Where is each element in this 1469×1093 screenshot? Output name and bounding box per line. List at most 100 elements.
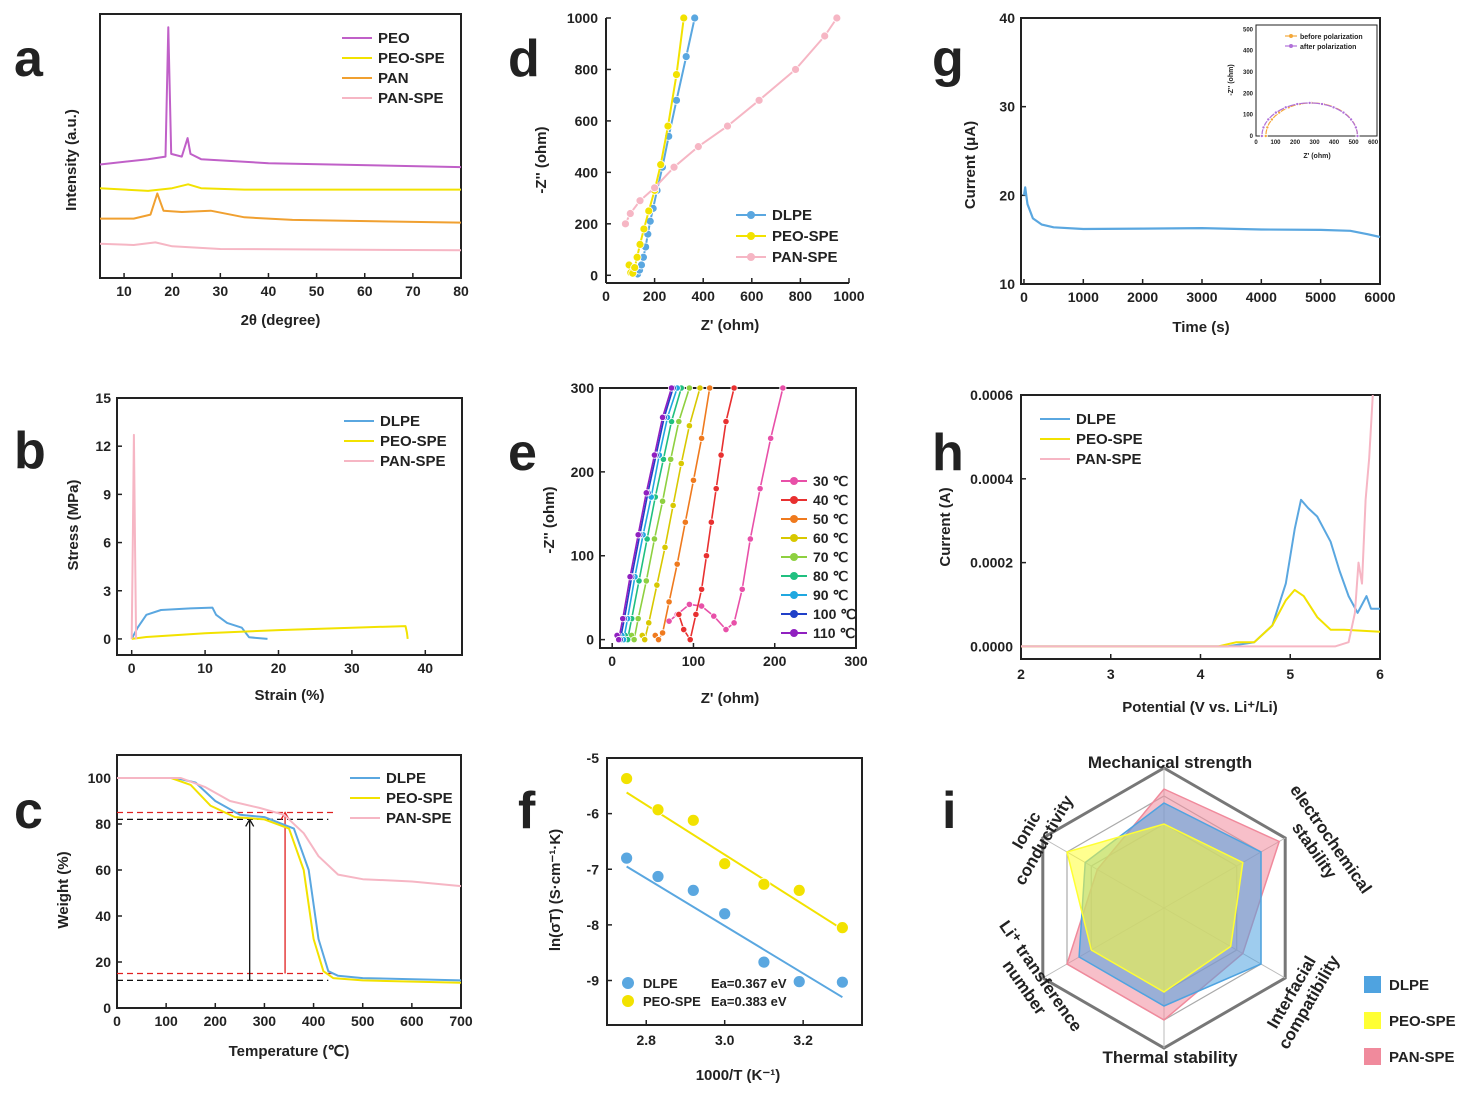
panel-g-frame (1020, 17, 1381, 285)
eis-point-PEO-SPE (632, 252, 642, 262)
panel-c-y-tick-label: 100 (88, 770, 112, 786)
temp-point-T60 (669, 501, 677, 510)
panel-g-xlabel: Time (s) (1172, 319, 1229, 336)
panel-c-y-tick-label: 60 (95, 862, 111, 878)
panel-c-x-tick-label: 400 (302, 1013, 326, 1029)
panel-b-frame (116, 397, 463, 656)
temp-point-T60 (677, 459, 685, 468)
panel-e-legend-T30-marker (790, 477, 798, 485)
temp-point-T70 (650, 535, 659, 543)
panel-a-x-tick-label: 30 (213, 283, 229, 299)
panel-d-legend-PEO-SPE-label: PEO-SPE (772, 228, 839, 245)
temp-point-T50 (665, 598, 673, 606)
temp-point-T30 (738, 585, 746, 593)
inset-y-tick-label: 0 (1250, 134, 1254, 140)
panel-d-legend-PAN-SPE-marker (747, 253, 755, 261)
panel-f-x-tick-label: 2.8 (636, 1032, 656, 1048)
arrhenius-point-PEO-SPE (792, 883, 806, 897)
tga-black-arrowhead (245, 818, 255, 827)
panel-b-x-tick-label: 0 (128, 660, 136, 676)
panel-f-legend-label-PEO-SPE: PEO-SPE (643, 994, 701, 1009)
panel-f-x-tick-label: 3.2 (793, 1032, 813, 1048)
inset-point-1 (1341, 110, 1346, 115)
temp-point-T40 (712, 485, 720, 493)
panel-a-x-tick-label: 40 (261, 283, 277, 299)
panel-b: 0 10 20 30 40 0 3 6 9 12 15 Strain (%) Stress (MPa) D… (65, 390, 463, 704)
temp-point-T60 (696, 384, 704, 392)
panel-f-xlabel: 1000/T (K⁻¹) (696, 1067, 781, 1084)
radar-axis-label: Li⁺ transferencenumber (979, 917, 1086, 1047)
panel-i: Mechanical strengthelectrochemicalstabil… (979, 753, 1455, 1067)
arrhenius-point-DLPE (835, 975, 849, 989)
panel-b-y-tick-label: 12 (95, 438, 111, 454)
inset-point-1 (1295, 102, 1300, 107)
panel-e-legend-T70-marker (790, 553, 798, 561)
inset-y-tick-label: 200 (1243, 91, 1254, 97)
panel-a-x-tick-label: 60 (357, 283, 373, 299)
lsv-series-PAN-SPE (1021, 394, 1374, 648)
eis-point-PEO-SPE (663, 121, 673, 131)
panel-e-ylabel: -Z'' (ohm) (541, 486, 558, 553)
eis-point-DLPE (681, 52, 691, 61)
panel-e-y-tick-label: 100 (571, 548, 595, 564)
panel-h-xlabel: Potential (V vs. Li⁺/Li) (1122, 699, 1277, 716)
temp-point-T70 (630, 636, 638, 644)
lsv-series-PEO-SPE (1021, 588, 1381, 648)
panel-c: 0 100 200 300 400 500 600 700 0 20 40 60 80 100 Temper… (55, 754, 473, 1060)
inset-point-1 (1261, 125, 1266, 130)
panel-g-x-tick-label: 3000 (1186, 289, 1217, 305)
panel-e-x-tick-label: 300 (844, 653, 868, 669)
eis-point-PAN-SPE (625, 209, 635, 218)
panel-g-x-tick-label: 6000 (1364, 289, 1395, 305)
panel-letter-a: a (14, 30, 44, 88)
panel-e: 0 100 200 300 0 100 200 300 Z' (ohm) -Z'' (ohm) 30… (541, 380, 868, 707)
panel-f-x-tick-label: 3.0 (715, 1032, 735, 1048)
panel-f-frame (606, 757, 863, 1026)
inset-y-tick-label: 500 (1243, 27, 1254, 33)
panel-e-legend-T110-label: 110 ℃ (813, 625, 855, 641)
radar-axis-label: Thermal stability (1102, 1048, 1238, 1067)
panel-letter-h: h (932, 424, 964, 482)
temp-point-T40 (692, 610, 700, 619)
panel-d-legend-PAN-SPE-label: PAN-SPE (772, 249, 838, 266)
panel-letter-d: d (508, 30, 540, 88)
xrd-series-PEO (99, 26, 462, 169)
eis-point-PAN-SPE (723, 121, 732, 131)
arrhenius-point-PEO-SPE (757, 877, 771, 891)
panel-d-y-tick-label: 800 (575, 61, 599, 77)
panel-letter-e: e (508, 424, 537, 482)
panel-b-ylabel: Stress (MPa) (65, 480, 82, 571)
temp-point-T110 (626, 573, 634, 581)
arrhenius-point-DLPE (620, 851, 634, 865)
inset-point-1 (1273, 110, 1278, 115)
panel-i-legend-label-PAN-SPE: PAN-SPE (1389, 1049, 1455, 1066)
panel-e-y-tick-label: 300 (571, 380, 595, 396)
panel-h-legend-DLPE-label: DLPE (1076, 411, 1116, 428)
panel-e-legend-T60-label: 60 ℃ (813, 530, 848, 546)
inset-point-1 (1320, 102, 1325, 107)
temp-point-T40 (722, 417, 730, 426)
eis-point-DLPE (690, 13, 700, 23)
tga-series-PEO-SPE (117, 777, 462, 984)
inset-point-1 (1355, 133, 1360, 138)
temp-point-T60 (685, 422, 693, 430)
temp-point-T40 (717, 451, 725, 459)
inset-point-1 (1283, 105, 1288, 110)
eis-point-PAN-SPE (820, 31, 830, 41)
panel-g-x-tick-label: 2000 (1127, 289, 1158, 305)
panel-e-legend-T50-marker (790, 515, 798, 523)
panel-h-x-tick-label: 5 (1286, 666, 1294, 682)
panel-d-x-tick-label: 0 (602, 288, 610, 304)
panel-f-y-tick-label: -9 (587, 973, 600, 989)
temp-point-T50 (697, 434, 706, 442)
inset-x-tick-label: 0 (1254, 140, 1258, 146)
inset-legend-label-0: before polarization (1300, 34, 1363, 41)
eis-point-PEO-SPE (639, 224, 649, 234)
inset-point-1 (1307, 100, 1312, 105)
panel-e-y-tick-label: 0 (586, 632, 594, 648)
panel-a-ylabel: Intensity (a.u.) (63, 109, 80, 211)
panel-f-y-tick-label: -8 (587, 917, 600, 933)
panel-f-annotation-PEO-SPE: Ea=0.383 eV (711, 994, 787, 1009)
